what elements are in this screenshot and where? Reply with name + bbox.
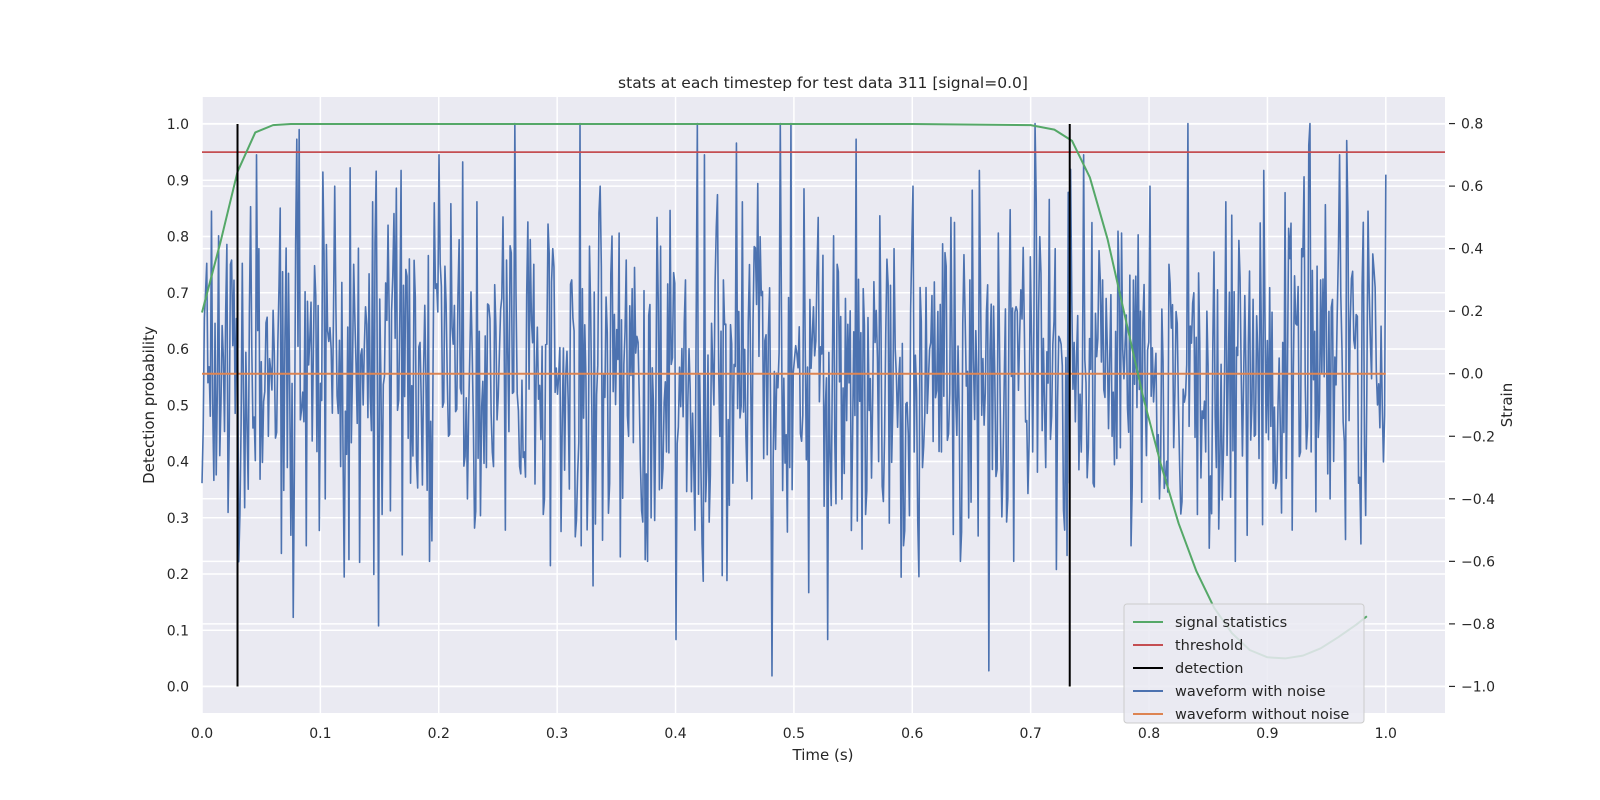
x-tick-label: 1.0	[1375, 726, 1397, 742]
x-tick-label: 0.8	[1138, 726, 1160, 742]
legend-entry: waveform without noise	[1175, 707, 1349, 723]
x-tick-label: 0.6	[901, 726, 923, 742]
y-tick-label-right: −0.6	[1461, 554, 1495, 570]
series-waveform-with-noise	[201, 122, 1387, 677]
tick-layer: 0.0 0.1 0.2 0.3 0.4 0.5 0.6 0.7 0.8 0.9 1.0 0.0 0.1 0…	[167, 117, 1495, 742]
x-tick-label: 0.0	[191, 726, 213, 742]
x-tick-label: 0.4	[664, 726, 686, 742]
y-tick-label-left: 0.2	[167, 567, 189, 583]
y-tick-label-left: 0.8	[167, 230, 189, 246]
y-tick-label-right: −0.2	[1461, 429, 1495, 445]
y-tick-label-right: 0.4	[1461, 242, 1483, 258]
y-tick-label-right: −0.8	[1461, 617, 1495, 633]
y-tick-label-left: 0.5	[167, 398, 189, 414]
y-tick-label-right: 0.0	[1461, 367, 1483, 383]
x-axis-label: Time (s)	[792, 746, 854, 764]
x-tick-label: 0.7	[1020, 726, 1042, 742]
y-tick-label-right: 0.2	[1461, 304, 1483, 320]
x-tick-label: 0.5	[783, 726, 805, 742]
y-tick-label-left: 0.9	[167, 173, 189, 189]
legend-entry: signal statistics	[1175, 615, 1287, 631]
y-tick-label-right: −1.0	[1461, 679, 1495, 695]
x-tick-label: 0.2	[428, 726, 450, 742]
x-tick-label: 0.3	[546, 726, 568, 742]
y-tick-label-right: −0.4	[1461, 492, 1495, 508]
legend-entry: waveform with noise	[1175, 684, 1326, 700]
chart-title: stats at each timestep for test data 311…	[618, 74, 1028, 92]
y-tick-label-left: 0.3	[167, 511, 189, 527]
y-tick-label-left: 1.0	[167, 117, 189, 133]
y-tick-label-left: 0.6	[167, 342, 189, 358]
legend-entry: detection	[1175, 661, 1243, 677]
y-tick-label-left: 0.4	[167, 455, 189, 471]
x-tick-label: 0.1	[309, 726, 331, 742]
legend: signal statistics threshold detection wavef…	[1123, 603, 1365, 724]
y-axis-label-left: Detection probability	[140, 326, 158, 484]
y-tick-label-left: 0.0	[167, 680, 189, 696]
x-tick-label: 0.9	[1256, 726, 1278, 742]
y-tick-label-right: 0.6	[1461, 179, 1483, 195]
y-axis-label-right: Strain	[1498, 383, 1516, 427]
legend-box	[1123, 603, 1365, 724]
legend-entry: threshold	[1175, 638, 1243, 654]
y-tick-label-left: 0.7	[167, 286, 189, 302]
y-tick-label-right: 0.8	[1461, 117, 1483, 133]
y-tick-label-left: 0.1	[167, 623, 189, 639]
